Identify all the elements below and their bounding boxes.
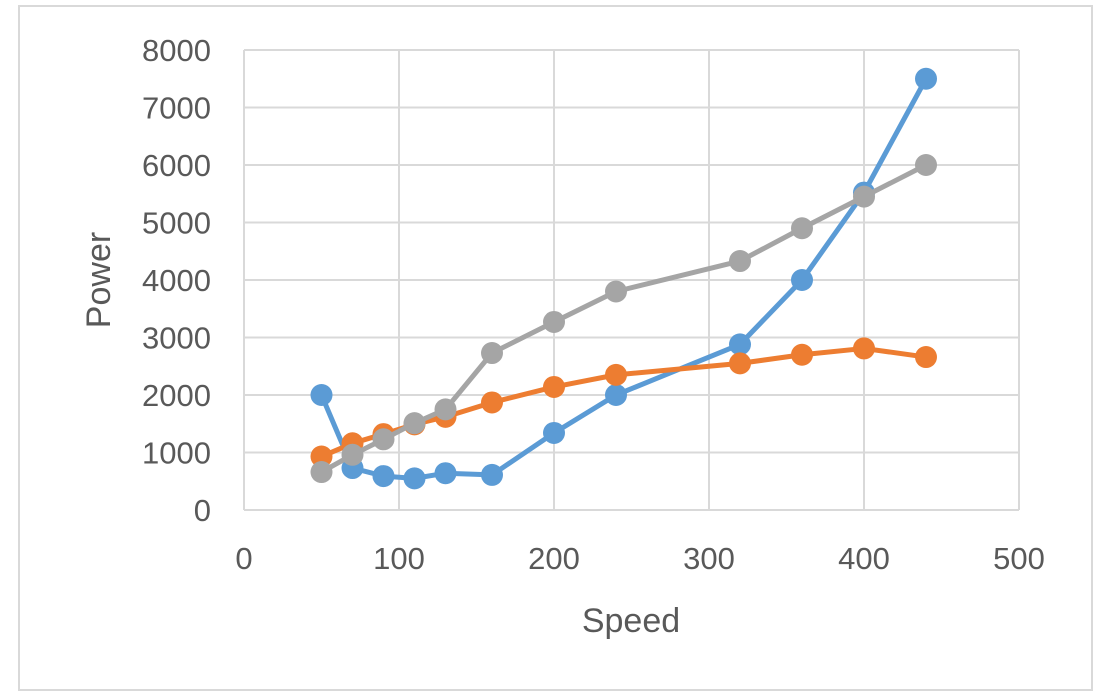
data-point-marker [791,269,813,291]
series-3 [310,154,937,484]
data-point-marker [791,343,813,366]
y-tick-label: 8000 [142,33,211,68]
data-point-marker [915,67,937,90]
y-tick-label: 5000 [142,206,211,241]
y-axis-ticks: 0 1000 2000 3000 4000 5000 6000 7000 8000 [142,33,211,528]
data-point-marker [915,154,937,176]
data-point-marker [853,337,875,360]
data-series [310,67,937,490]
data-point-marker [791,217,813,240]
gridlines [243,49,1020,511]
data-point-marker [403,467,426,490]
chart-frame [18,5,1093,691]
data-point-marker [481,391,503,414]
data-point-marker [543,421,565,444]
data-point-marker [372,428,395,451]
data-point-marker [605,280,627,303]
y-tick-label: 4000 [142,263,211,298]
y-tick-label: 3000 [142,321,211,356]
data-point-marker [729,352,751,375]
x-tick-label: 100 [373,541,425,576]
data-point-marker [372,465,395,488]
data-point-marker [853,185,875,208]
x-axis-title: Speed [582,602,680,640]
data-point-marker [481,463,503,486]
data-point-marker [729,333,751,356]
data-point-marker [310,445,333,468]
x-axis-ticks: 0 100 200 300 400 500 [235,541,1044,576]
x-tick-label: 400 [838,541,890,576]
y-tick-label: 6000 [142,148,211,183]
data-point-marker [543,310,565,333]
y-tick-label: 1000 [142,436,211,471]
x-tick-label: 300 [683,541,735,576]
data-point-marker [434,398,457,421]
data-point-marker [434,462,457,485]
data-point-marker [341,443,364,466]
data-point-marker [605,384,627,406]
data-point-marker [310,461,333,484]
x-tick-label: 0 [235,541,252,576]
data-point-marker [729,250,751,273]
data-point-marker [543,375,565,398]
data-point-marker [605,363,627,386]
data-point-marker [403,412,426,435]
data-point-marker [481,342,503,365]
y-tick-label: 2000 [142,378,211,413]
y-tick-label: 0 [194,493,211,528]
data-point-marker [310,384,333,406]
x-tick-label: 500 [993,541,1045,576]
data-point-marker [915,346,937,369]
y-axis-title: Power [80,232,118,328]
y-tick-label: 7000 [142,91,211,126]
x-tick-label: 200 [528,541,580,576]
